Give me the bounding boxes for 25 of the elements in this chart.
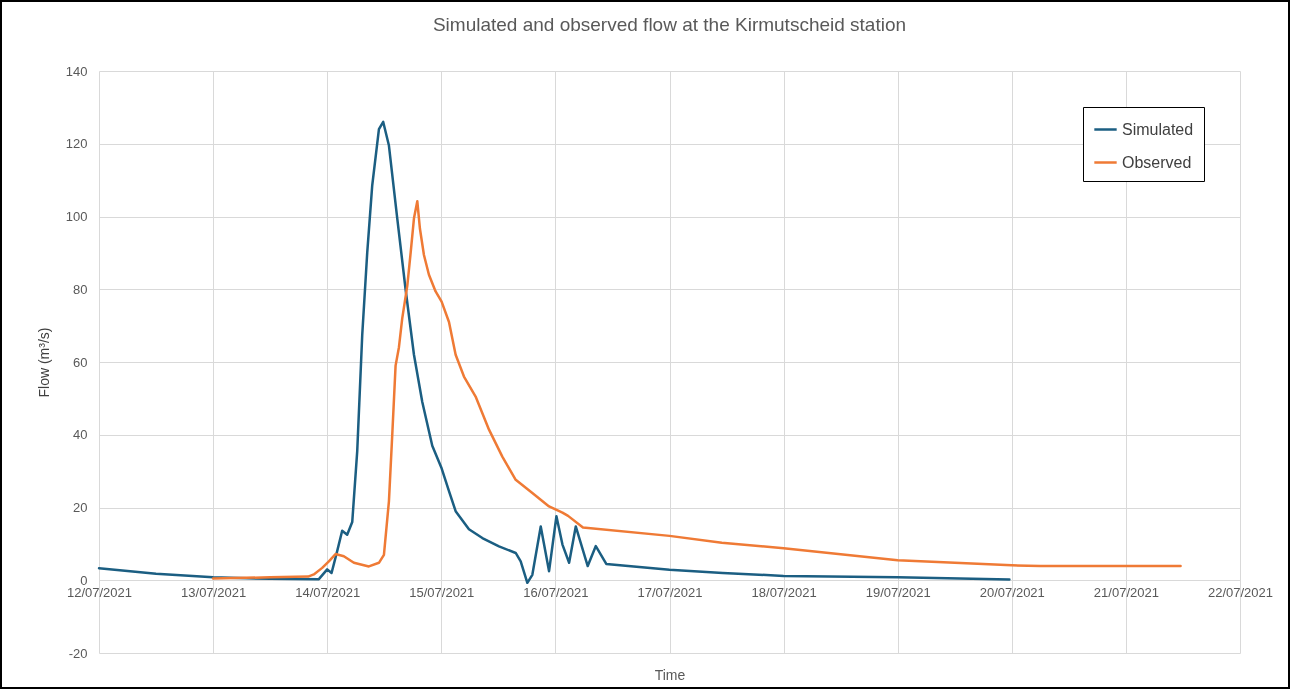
x-axis-title: Time — [654, 666, 686, 683]
x-tick-label: 16/07/2021 — [523, 584, 589, 600]
chart-title: Simulated and observed flow at the Kirmutscheid station — [432, 14, 907, 35]
y-tick-label: 80 — [73, 281, 88, 297]
x-tick-label: 15/07/2021 — [409, 584, 475, 600]
x-tick-label: 22/07/2021 — [1207, 584, 1274, 600]
x-tick-label: 14/07/2021 — [295, 584, 361, 600]
legend-label: Simulated — [1122, 120, 1194, 138]
x-tick-label: 20/07/2021 — [979, 584, 1045, 600]
x-tick-label: 17/07/2021 — [637, 584, 703, 600]
x-tick-label: 21/07/2021 — [1093, 584, 1159, 600]
y-tick-label: 20 — [73, 500, 88, 515]
line-series — [211, 199, 1182, 580]
x-tick-label: 13/07/2021 — [181, 584, 247, 600]
y-tick-label: 60 — [73, 354, 88, 370]
y-tick-label: 40 — [73, 427, 88, 443]
x-tick-label: 18/07/2021 — [751, 584, 817, 600]
line-series — [97, 120, 1011, 585]
y-axis-title: Flow (m³/s) — [35, 327, 52, 398]
x-tick-label: 19/07/2021 — [865, 584, 931, 600]
y-tick-label: 140 — [65, 63, 88, 79]
y-tick-label: 120 — [65, 136, 88, 152]
y-tick-label: -20 — [68, 645, 88, 661]
legend-label: Observed — [1122, 153, 1192, 171]
y-tick-label: 100 — [65, 209, 88, 224]
